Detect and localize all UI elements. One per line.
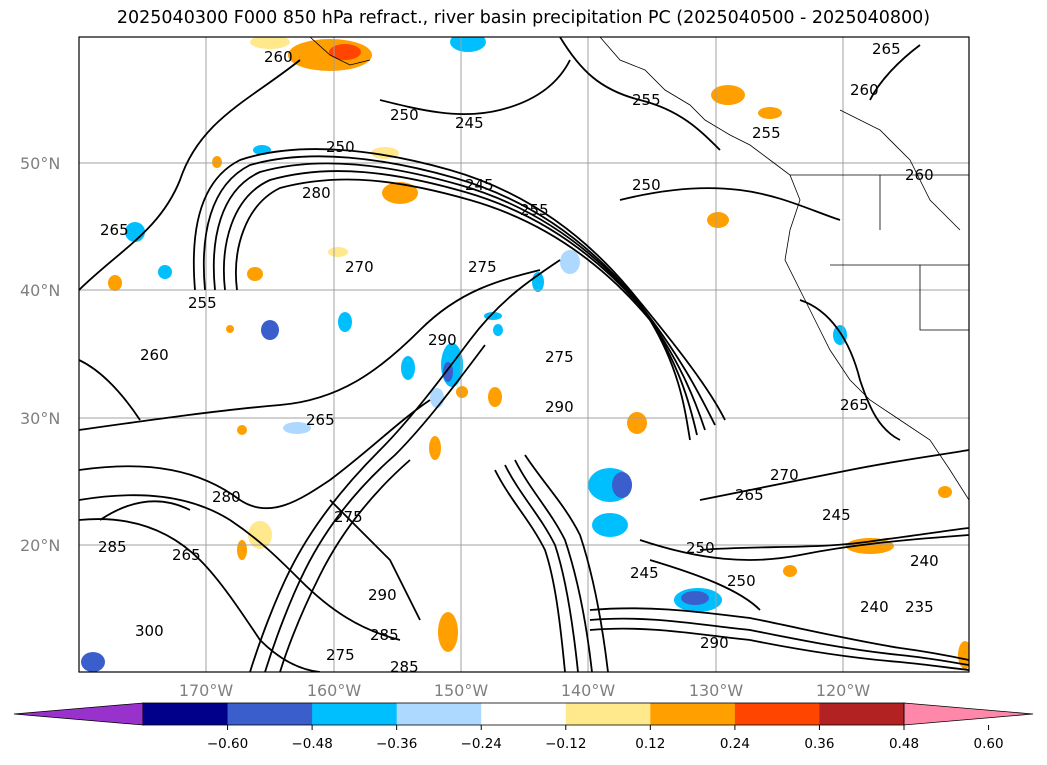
lat-label: 30°N: [20, 409, 60, 428]
contour-label: 260: [850, 81, 879, 99]
precip-shading: [81, 37, 969, 672]
colorbar-cell: [650, 703, 736, 725]
contour-label: 270: [770, 466, 799, 484]
map-title: 2025040300 F000 850 hPa refract., river …: [116, 8, 931, 28]
contour-label: 285: [390, 658, 419, 676]
contour-label: 255: [520, 201, 549, 219]
lat-label: 50°N: [20, 154, 60, 173]
contour-label: 285: [370, 626, 399, 644]
contour-label: 275: [468, 258, 497, 276]
colorbar-tick-label: 0.60: [974, 736, 1004, 752]
lon-label: 170°W: [179, 681, 234, 700]
contour-label: 245: [630, 564, 659, 582]
lon-label: 140°W: [561, 681, 616, 700]
colorbar-tick-label: −0.12: [545, 736, 586, 752]
contour-label: 265: [872, 40, 901, 58]
contour-label: 250: [686, 539, 715, 557]
contour-label: 260: [140, 346, 169, 364]
contour-label: 290: [700, 634, 729, 652]
contour-label: 275: [326, 646, 355, 664]
contour-label: 275: [334, 508, 363, 526]
colorbar-tick-label: 0.48: [889, 736, 919, 752]
colorbar-extend-right: [903, 702, 1034, 726]
contour-label: 250: [727, 572, 756, 590]
contour-label: 255: [752, 124, 781, 142]
latitude-labels: 50°N 40°N 30°N 20°N: [20, 154, 60, 555]
colorbar-tick-label: −0.36: [376, 736, 417, 752]
contour-label: 280: [212, 488, 241, 506]
lon-label: 120°W: [816, 681, 871, 700]
colorbar-cell: [312, 703, 398, 725]
colorbar-tick-label: 0.36: [804, 736, 834, 752]
longitude-labels: 170°W 160°W 150°W 140°W 130°W 120°W: [179, 681, 871, 700]
contour-label: 265: [172, 546, 201, 564]
contour-label: 260: [264, 48, 293, 66]
colorbar-cell: [143, 703, 229, 725]
lat-label: 40°N: [20, 281, 60, 300]
contour-label: 265: [735, 486, 764, 504]
contour-label: 245: [455, 114, 484, 132]
contour-label: 245: [465, 176, 494, 194]
map-plot-area: 260 265 250 245 255 260 255 250 280 245 …: [79, 37, 969, 676]
contour-label: 265: [306, 411, 335, 429]
colorbar-cell: [481, 703, 567, 725]
refractivity-contours: [79, 37, 969, 672]
contour-label: 255: [188, 294, 217, 312]
lon-label: 130°W: [689, 681, 744, 700]
coastlines: [309, 37, 969, 501]
contour-label: 265: [100, 221, 129, 239]
contour-label: 255: [632, 91, 661, 109]
lon-label: 160°W: [307, 681, 362, 700]
colorbar-tick-label: −0.48: [291, 736, 332, 752]
contour-labels: 260 265 250 245 255 260 255 250 280 245 …: [98, 40, 939, 676]
colorbar-tick-label: −0.60: [207, 736, 248, 752]
contour-label: 250: [632, 176, 661, 194]
contour-label: 275: [545, 348, 574, 366]
lat-label: 20°N: [20, 536, 60, 555]
contour-label: 250: [326, 138, 355, 156]
contour-label: 240: [910, 552, 939, 570]
lon-label: 150°W: [434, 681, 489, 700]
colorbar-tick-label: 0.24: [720, 736, 750, 752]
contour-label: 245: [822, 506, 851, 524]
colorbar-cell: [734, 703, 820, 725]
contour-label: 290: [545, 398, 574, 416]
contour-label: 260: [905, 166, 934, 184]
contour-label: 250: [390, 106, 419, 124]
colorbar: −0.60 −0.48 −0.36 −0.24 −0.12 0.12 0.24 0.36 0.4…: [13, 702, 1034, 752]
contour-label: 290: [428, 331, 457, 349]
colorbar-cell: [565, 703, 651, 725]
contour-label: 265: [840, 396, 869, 414]
colorbar-extend-left: [13, 702, 144, 726]
contour-label: 285: [98, 538, 127, 556]
colorbar-tick-label: 0.12: [635, 736, 665, 752]
contour-label: 270: [345, 258, 374, 276]
contour-label: 290: [368, 586, 397, 604]
contour-label: 300: [135, 622, 164, 640]
colorbar-cell: [396, 703, 482, 725]
colorbar-tick-label: −0.24: [461, 736, 502, 752]
colorbar-cell: [819, 703, 905, 725]
contour-label: 240: [860, 598, 889, 616]
map-frame: [78, 36, 970, 673]
colorbar-cell: [227, 703, 313, 725]
contour-label: 235: [905, 598, 934, 616]
contour-label: 280: [302, 184, 331, 202]
